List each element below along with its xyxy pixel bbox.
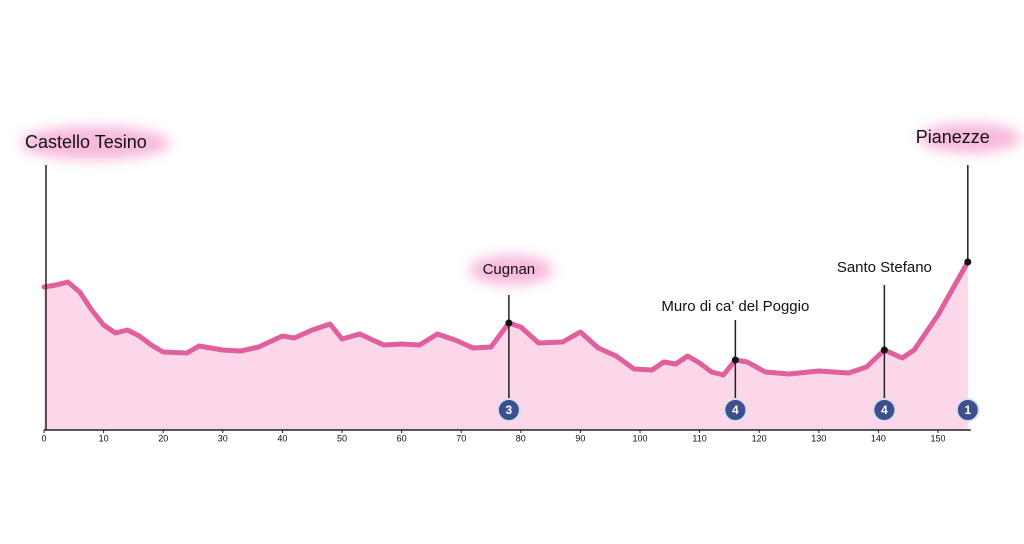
climb-category: 3	[506, 403, 513, 417]
x-tick-label: 80	[516, 433, 526, 443]
x-tick-label: 70	[456, 433, 466, 443]
label-highlight	[468, 255, 553, 285]
climb-badge	[872, 398, 897, 422]
x-tick-label: 110	[692, 433, 706, 443]
x-tick-label: 50	[337, 433, 347, 443]
climb-label: Cugnan	[483, 261, 536, 278]
profile-area	[44, 262, 968, 430]
x-tick-label: 60	[397, 433, 407, 443]
label-highlight	[20, 126, 170, 160]
label-highlight	[918, 123, 1021, 153]
climb-badge	[955, 398, 980, 422]
profile-line	[41, 259, 971, 378]
x-tick-label: 20	[158, 433, 168, 443]
climb-category: 4	[732, 403, 739, 417]
climb-badge	[723, 398, 748, 422]
climb-dot	[505, 319, 513, 327]
x-tick-label: 0	[41, 433, 46, 443]
climb-dot	[880, 346, 888, 354]
climb-category: 4	[881, 403, 888, 417]
start-label: Castello Tesino	[25, 132, 147, 152]
x-tick-label: 40	[277, 433, 287, 443]
x-tick-label: 10	[99, 433, 109, 443]
climb-label: Santo Stefano	[837, 259, 932, 276]
x-tick-label: 150	[930, 433, 945, 443]
climb-dot	[731, 356, 739, 364]
climb-label: Pianezze	[916, 127, 990, 147]
climb-badge	[496, 398, 521, 422]
x-tick-label: 90	[575, 433, 585, 443]
climb-category: 1	[964, 403, 971, 417]
climb-label: Muro di ca' del Poggio	[661, 298, 809, 315]
x-tick-label: 140	[871, 433, 886, 443]
x-tick-label: 120	[752, 433, 767, 443]
x-tick-label: 30	[218, 433, 228, 443]
climb-dot	[964, 258, 972, 266]
x-tick-label: 130	[811, 433, 826, 443]
x-tick-label: 100	[632, 433, 647, 443]
